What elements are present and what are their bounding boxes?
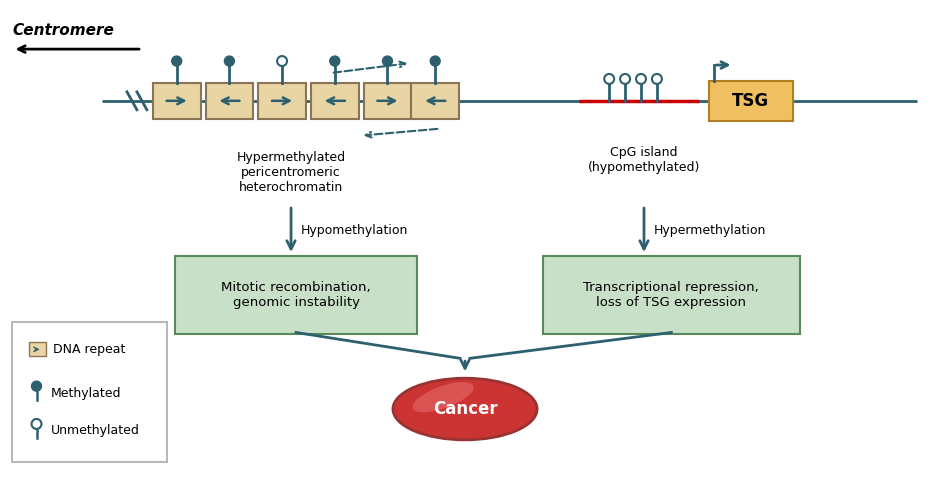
FancyBboxPatch shape <box>543 256 800 334</box>
Ellipse shape <box>393 378 537 440</box>
Text: DNA repeat: DNA repeat <box>54 343 126 356</box>
Text: Centromere: Centromere <box>12 23 115 38</box>
Circle shape <box>620 74 630 84</box>
FancyBboxPatch shape <box>311 83 359 119</box>
Ellipse shape <box>412 382 474 412</box>
Circle shape <box>382 56 393 66</box>
FancyBboxPatch shape <box>153 83 201 119</box>
Text: Hypermethylated
pericentromeric
heterochromatin: Hypermethylated pericentromeric heteroch… <box>237 151 346 194</box>
Text: Unmethylated: Unmethylated <box>51 425 139 438</box>
Text: Hypermethylation: Hypermethylation <box>654 224 766 237</box>
FancyBboxPatch shape <box>258 83 306 119</box>
FancyBboxPatch shape <box>363 83 411 119</box>
Text: CpG island
(hypomethylated): CpG island (hypomethylated) <box>588 145 700 173</box>
Text: Methylated: Methylated <box>51 386 121 399</box>
FancyBboxPatch shape <box>11 322 167 462</box>
Circle shape <box>224 56 235 66</box>
Circle shape <box>32 419 41 429</box>
Circle shape <box>604 74 614 84</box>
FancyBboxPatch shape <box>206 83 254 119</box>
Text: Transcriptional repression,
loss of TSG expression: Transcriptional repression, loss of TSG … <box>583 281 760 309</box>
Text: Mitotic recombination,
genomic instability: Mitotic recombination, genomic instabili… <box>222 281 371 309</box>
Text: Cancer: Cancer <box>433 400 498 418</box>
FancyBboxPatch shape <box>411 83 459 119</box>
Circle shape <box>32 381 41 391</box>
FancyBboxPatch shape <box>28 342 46 356</box>
FancyBboxPatch shape <box>709 81 793 121</box>
Text: TSG: TSG <box>732 92 769 110</box>
Circle shape <box>330 56 340 66</box>
Circle shape <box>636 74 646 84</box>
Circle shape <box>652 74 662 84</box>
Circle shape <box>172 56 181 66</box>
Text: Hypomethylation: Hypomethylation <box>301 224 408 237</box>
FancyBboxPatch shape <box>175 256 417 334</box>
Circle shape <box>277 56 287 66</box>
Circle shape <box>430 56 440 66</box>
